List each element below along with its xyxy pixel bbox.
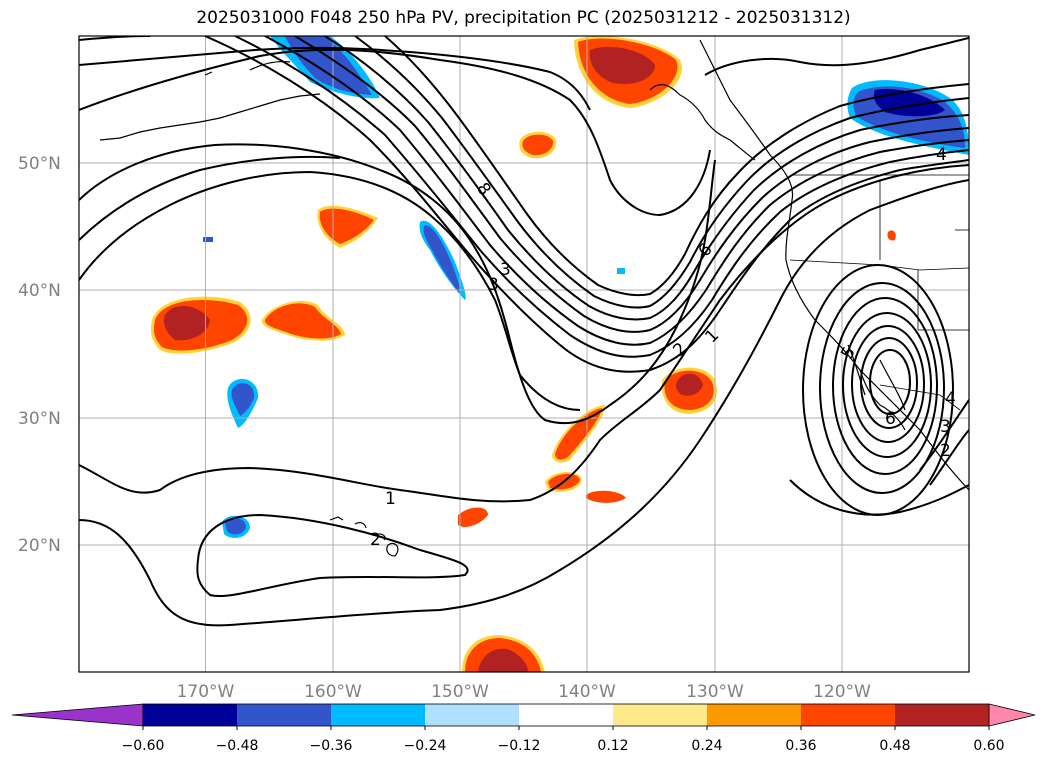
colorbar-frame — [142, 703, 990, 727]
colorbar-tick-label: 0.24 — [691, 738, 722, 754]
lon-label: 130°W — [686, 682, 744, 702]
contour-label: 2 — [940, 441, 951, 461]
colorbar-segment — [143, 704, 238, 726]
contour-label: 3 — [940, 417, 951, 437]
colorbar-segment — [519, 704, 614, 726]
map-title: 2025031000 F048 250 hPa PV, precipitatio… — [196, 8, 851, 28]
colorbar-segment — [331, 704, 426, 726]
contour-label: 6 — [885, 409, 896, 429]
colorbar-tick-label: −0.12 — [498, 738, 541, 754]
colorbar-segment — [613, 704, 708, 726]
colorbar-tick-label: −0.60 — [122, 738, 165, 754]
colorbar-segment — [425, 704, 520, 726]
colorbar-segment — [707, 704, 802, 726]
lon-label: 160°W — [304, 682, 362, 702]
colorbar-tick-label: 0.60 — [973, 738, 1004, 754]
lon-label: 150°W — [431, 682, 489, 702]
lat-label: 30°N — [18, 409, 61, 429]
contour-label: 3 — [500, 260, 511, 280]
latitude-labels: 50°N 40°N 30°N 20°N — [18, 154, 61, 556]
lon-label: 120°W — [813, 682, 871, 702]
colorbar-segment — [237, 704, 332, 726]
colorbar-tick-label: −0.24 — [404, 738, 447, 754]
contour-label: 1 — [385, 489, 396, 509]
map-frame — [78, 35, 970, 673]
lat-label: 50°N — [18, 154, 61, 174]
pv-contours — [79, 36, 969, 627]
colorbar-extend-low — [11, 703, 144, 727]
lat-label: 20°N — [18, 536, 61, 556]
longitude-labels: 170°W 160°W 150°W 140°W 130°W 120°W — [177, 682, 871, 702]
colorbar-segment — [895, 704, 990, 726]
colorbar-segment — [801, 704, 896, 726]
colorbar-tick-label: 0.12 — [597, 738, 628, 754]
colorbar-tick-label: 0.48 — [879, 738, 910, 754]
lon-label: 170°W — [177, 682, 235, 702]
colorbar-tick-label: 0.36 — [785, 738, 816, 754]
lat-label: 40°N — [18, 281, 61, 301]
colorbar-extend-high — [988, 703, 1036, 727]
colorbar-tick-label: −0.48 — [216, 738, 259, 754]
contour-label: 3 — [488, 275, 499, 295]
contour-label: 2 — [370, 530, 381, 550]
colorbar: −0.60 −0.48 −0.36 −0.24 −0.12 0.12 0.24 0.36 0.4… — [11, 703, 1036, 754]
colorbar-tick-label: −0.36 — [310, 738, 353, 754]
contour-label: 4 — [936, 145, 947, 165]
map-plot-area: 8 3 3 6 2 1 1 2 4 5 6 4 3 2 — [79, 36, 969, 672]
contour-label: 4 — [945, 389, 956, 409]
lon-label: 140°W — [558, 682, 616, 702]
